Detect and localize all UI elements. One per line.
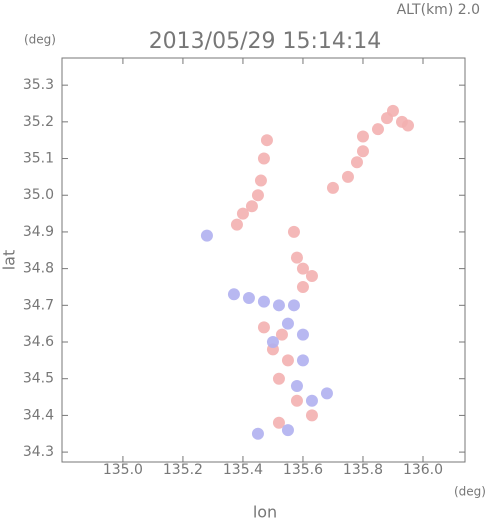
data-point: [281, 317, 294, 330]
y-unit: (deg): [24, 33, 56, 47]
data-point: [371, 123, 384, 136]
data-point: [287, 299, 300, 312]
x-axis-label: lon: [253, 503, 277, 521]
x-unit: (deg): [454, 485, 486, 499]
data-point: [287, 225, 300, 238]
data-point: [326, 181, 339, 194]
data-point: [290, 394, 303, 407]
y-tick-label: 34.5: [23, 371, 54, 387]
data-point: [227, 288, 240, 301]
y-axis-label: lat: [0, 250, 19, 271]
x-tick-label: 136.0: [403, 462, 443, 478]
y-tick-label: 34.6: [23, 334, 54, 350]
data-point: [254, 174, 267, 187]
data-point: [281, 354, 294, 367]
y-tick-label: 35.2: [23, 114, 54, 130]
data-point: [242, 291, 255, 304]
data-point: [296, 328, 309, 341]
data-point: [260, 134, 273, 147]
data-point: [200, 229, 213, 242]
data-point: [401, 119, 414, 132]
data-point: [257, 321, 270, 334]
data-point: [305, 409, 318, 422]
data-point: [386, 104, 399, 117]
data-point: [230, 218, 243, 231]
y-tick-label: 34.4: [23, 407, 54, 423]
plot-frame: [61, 57, 466, 463]
data-point: [305, 394, 318, 407]
data-point: [341, 170, 354, 183]
chart-title: 2013/05/29 15:14:14: [149, 29, 382, 54]
data-point: [320, 387, 333, 400]
data-point: [296, 280, 309, 293]
x-tick-label: 135.4: [223, 462, 263, 478]
data-point: [272, 416, 285, 429]
y-tick-label: 35.3: [23, 77, 54, 93]
data-point: [266, 336, 279, 349]
data-point: [257, 295, 270, 308]
data-point: [356, 130, 369, 143]
data-point: [236, 207, 249, 220]
y-tick-label: 34.7: [23, 297, 54, 313]
data-point: [290, 380, 303, 393]
data-point: [272, 299, 285, 312]
data-point: [251, 427, 264, 440]
data-point: [281, 424, 294, 437]
y-tick-label: 35.1: [23, 151, 54, 167]
y-tick-label: 34.3: [23, 444, 54, 460]
data-point: [290, 251, 303, 264]
x-tick-label: 135.8: [343, 462, 383, 478]
data-point: [356, 145, 369, 158]
data-point: [251, 189, 264, 202]
data-point: [272, 372, 285, 385]
data-point: [350, 156, 363, 169]
x-tick-label: 135.2: [163, 462, 203, 478]
chart-subtitle: ALT(km) 2.0: [397, 2, 480, 18]
data-point: [257, 152, 270, 165]
y-tick-label: 34.9: [23, 224, 54, 240]
x-tick-label: 135.0: [103, 462, 143, 478]
data-point: [296, 262, 309, 275]
data-point: [275, 328, 288, 341]
data-point: [296, 354, 309, 367]
y-tick-label: 35.0: [23, 187, 54, 203]
y-tick-label: 34.8: [23, 261, 54, 277]
data-point: [245, 200, 258, 213]
data-point: [305, 269, 318, 282]
x-tick-label: 135.6: [283, 462, 323, 478]
